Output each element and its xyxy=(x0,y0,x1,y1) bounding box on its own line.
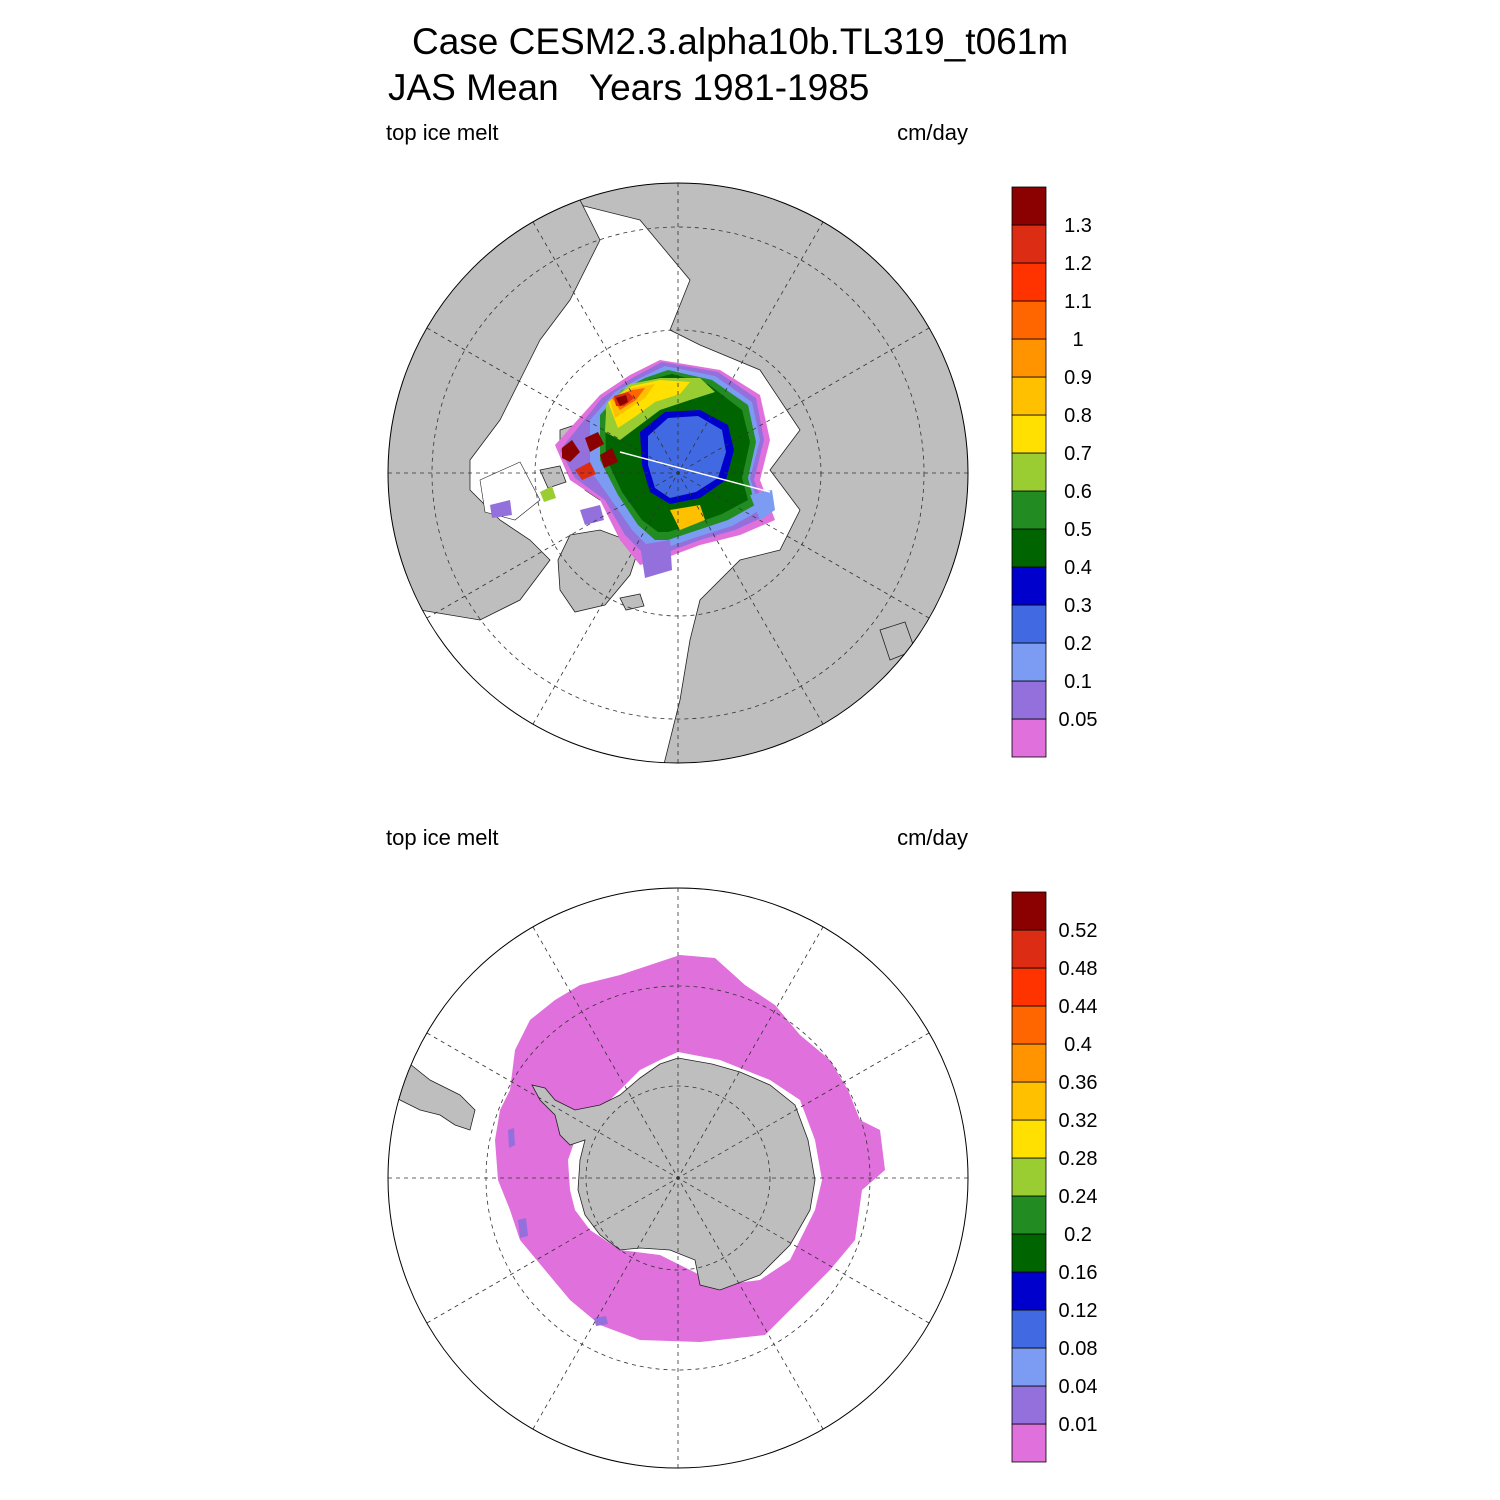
south-colorbar-swatch xyxy=(1011,1195,1047,1235)
south-colorbar-swatch xyxy=(1011,1005,1047,1045)
figure-title-period: JAS Mean Years 1981-1985 xyxy=(388,67,869,108)
north-colorbar-swatch xyxy=(1011,262,1047,302)
south-colorbar-label: 0.48 xyxy=(1059,958,1098,980)
south-low-melt-patch xyxy=(518,1218,528,1238)
south-colorbar-labels: 0.01 0.04 0.08 0.12 0.16 0.2 0.24 0.28 0.32 0.36 0… xyxy=(1059,920,1098,1436)
south-colorbar-swatch xyxy=(1011,1309,1047,1349)
south-colorbar-swatch xyxy=(1011,1233,1047,1273)
panel-south: top ice melt cm/day xyxy=(386,825,1098,1469)
south-colorbar-boxes xyxy=(1011,891,1047,1463)
south-colorbar-label: 0.01 xyxy=(1059,1414,1098,1436)
north-seam-line xyxy=(619,451,771,493)
south-colorbar-swatch xyxy=(1011,1081,1047,1121)
north-colorbar-swatch xyxy=(1011,680,1047,720)
north-colorbar-label: 0.2 xyxy=(1064,633,1092,655)
south-colorbar-label: 0.12 xyxy=(1059,1300,1098,1322)
north-colorbar-label: 0.3 xyxy=(1064,595,1092,617)
panel-north: top ice melt cm/day xyxy=(386,120,1098,764)
south-colorbar-swatch xyxy=(1011,1385,1047,1425)
figure-title-case: Case CESM2.3.alpha10b.TL319_t061m xyxy=(412,21,1068,62)
south-variable-label: top ice melt xyxy=(386,825,499,850)
south-colorbar-label: 0.04 xyxy=(1059,1376,1098,1398)
north-colorbar-swatch xyxy=(1011,528,1047,568)
south-colorbar-swatch xyxy=(1011,1157,1047,1197)
north-colorbar-label: 0.9 xyxy=(1064,367,1092,389)
south-colorbar-label: 0.52 xyxy=(1059,920,1098,942)
north-colorbar-swatch xyxy=(1011,338,1047,378)
north-colorbar-swatch xyxy=(1011,566,1047,606)
north-colorbar: 0.05 0.1 0.2 0.3 0.4 0.5 0.6 0.7 0.8 0.9 1 1.1 1.2 1.… xyxy=(1011,186,1098,758)
north-colorbar-swatch xyxy=(1011,490,1047,530)
north-colorbar-swatch xyxy=(1011,718,1047,758)
north-colorbar-label: 0.1 xyxy=(1064,671,1092,693)
south-colorbar-label: 0.24 xyxy=(1059,1186,1098,1208)
north-graticule xyxy=(388,183,968,763)
south-colorbar-label: 0.16 xyxy=(1059,1262,1098,1284)
south-colorbar-swatch xyxy=(1011,1423,1047,1463)
north-colorbar-swatch xyxy=(1011,300,1047,340)
south-antarctica-land xyxy=(531,1057,816,1291)
north-colorbar-swatch xyxy=(1011,642,1047,682)
north-colorbar-label: 0.5 xyxy=(1064,519,1092,541)
north-colorbar-swatch xyxy=(1011,376,1047,416)
south-map-border xyxy=(387,887,969,1469)
north-colorbar-label: 0.6 xyxy=(1064,481,1092,503)
north-colorbar-label: 1.1 xyxy=(1064,291,1092,313)
south-colorbar-label: 0.36 xyxy=(1059,1072,1098,1094)
south-colorbar-label: 0.2 xyxy=(1064,1224,1092,1246)
north-colorbar-label: 1 xyxy=(1072,329,1083,351)
south-colorbar-swatch xyxy=(1011,1043,1047,1083)
south-colorbar-swatch xyxy=(1011,1271,1047,1311)
south-colorbar-label: 0.08 xyxy=(1059,1338,1098,1360)
north-colorbar-swatch xyxy=(1011,604,1047,644)
south-colorbar-label: 0.32 xyxy=(1059,1110,1098,1132)
south-low-melt-patch xyxy=(594,1316,608,1326)
south-graticule xyxy=(388,888,968,1468)
north-map-border xyxy=(387,182,969,764)
north-ice-field xyxy=(490,360,775,578)
north-units-label: cm/day xyxy=(897,120,968,145)
south-colorbar-label: 0.28 xyxy=(1059,1148,1098,1170)
north-colorbar-labels: 0.05 0.1 0.2 0.3 0.4 0.5 0.6 0.7 0.8 0.9 1 1.1 1.2 1.… xyxy=(1059,215,1098,731)
south-low-melt-patch xyxy=(508,1128,515,1148)
south-colorbar-swatch xyxy=(1011,967,1047,1007)
north-colorbar-label: 0.4 xyxy=(1064,557,1092,579)
south-colorbar-label: 0.44 xyxy=(1059,996,1098,1018)
south-colorbar-swatch xyxy=(1011,891,1047,931)
north-colorbar-swatch xyxy=(1011,414,1047,454)
north-colorbar-label: 0.05 xyxy=(1059,709,1098,731)
south-colorbar: 0.01 0.04 0.08 0.12 0.16 0.2 0.24 0.28 0.32 0.36 0… xyxy=(1011,891,1098,1463)
north-colorbar-swatch xyxy=(1011,224,1047,264)
south-colorbar-swatch xyxy=(1011,1347,1047,1387)
south-colorbar-swatch xyxy=(1011,929,1047,969)
south-colorbar-swatch xyxy=(1011,1119,1047,1159)
north-colorbar-label: 0.8 xyxy=(1064,405,1092,427)
south-ice-ring xyxy=(495,955,885,1342)
north-colorbar-label: 0.7 xyxy=(1064,443,1092,465)
north-colorbar-boxes xyxy=(1011,186,1047,758)
north-colorbar-label: 1.3 xyxy=(1064,215,1092,237)
north-colorbar-swatch xyxy=(1011,186,1047,226)
south-colorbar-label: 0.4 xyxy=(1064,1034,1092,1056)
north-map xyxy=(388,183,968,763)
north-colorbar-swatch xyxy=(1011,452,1047,492)
north-variable-label: top ice melt xyxy=(386,120,499,145)
south-units-label: cm/day xyxy=(897,825,968,850)
south-map xyxy=(388,888,968,1468)
north-colorbar-label: 1.2 xyxy=(1064,253,1092,275)
